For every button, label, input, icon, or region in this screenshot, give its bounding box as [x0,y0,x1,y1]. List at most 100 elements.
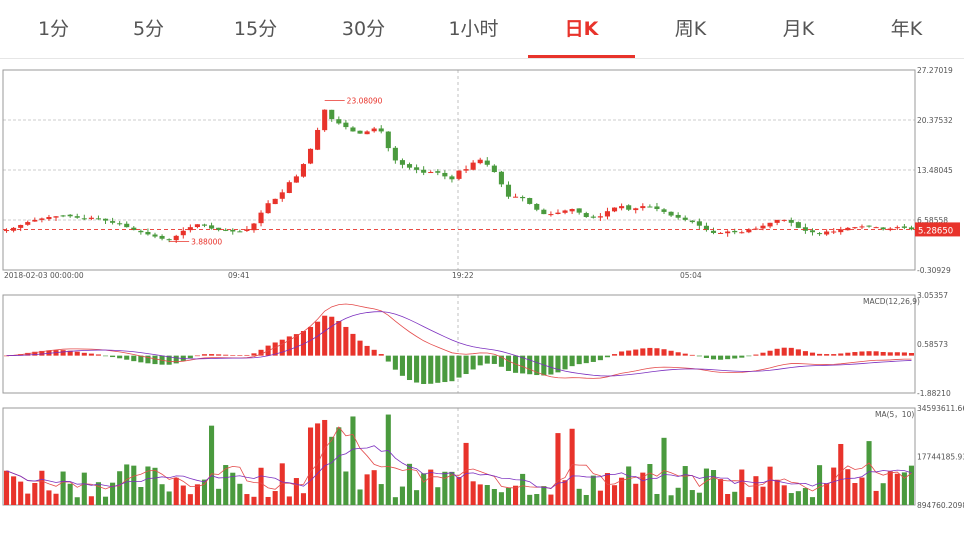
macd-histogram-bar [272,342,278,356]
price-candle [350,127,356,132]
tab-1min[interactable]: 1分 [37,18,70,40]
macd-histogram-bar [449,355,455,382]
price-candle [39,218,45,220]
price-axis-tick: 6.58558 [917,216,948,225]
price-candle [859,226,865,228]
price-candle [590,216,596,218]
price-candle [138,230,144,233]
macd-histogram-bar [845,352,851,356]
volume-bar [336,427,342,505]
volume-bar [477,484,483,505]
tab-monthly-k[interactable]: 月K [782,18,815,40]
volume-bar [718,479,724,505]
tab-daily-k[interactable]: 日K [528,0,635,58]
macd-histogram-bar [760,352,766,356]
macd-histogram-bar [753,354,759,356]
macd-histogram-bar [718,355,724,360]
volume-bar [209,425,215,505]
volume-bar [131,465,137,505]
price-candle [392,147,398,161]
tab-1hour[interactable]: 1小时 [448,18,499,40]
price-candle [336,119,342,124]
macd-histogram-bar [739,355,745,358]
low-price-label: 3.88000 [191,238,222,247]
volume-bar [760,486,766,505]
volume-bar [548,494,554,505]
price-candle [449,176,455,180]
macd-histogram-bar [67,350,73,356]
volume-bar [491,489,497,505]
volume-bar [414,490,420,505]
tab-15min[interactable]: 15分 [233,18,278,40]
volume-bar [25,493,31,505]
price-candle [145,231,151,235]
price-candle [329,109,335,120]
volume-bar [74,497,80,505]
price-candle [152,234,158,237]
macd-histogram-bar [307,326,314,356]
macd-histogram-bar [258,349,264,356]
price-candle [201,224,208,226]
price-candle [25,222,31,225]
volume-ma10-line [6,445,912,489]
macd-histogram-bar [809,352,816,356]
price-candle [725,231,731,234]
price-candle [272,198,278,205]
price-candle [562,210,568,213]
volume-bar [110,482,116,505]
price-candle [117,223,123,225]
price-candle [258,212,264,224]
volume-bar [95,482,101,505]
price-candle [223,229,229,231]
macd-histogram-bar [251,353,257,356]
tab-weekly-k[interactable]: 周K [674,18,707,40]
volume-bar [81,472,87,505]
kline-chart[interactable]: 27.27019 20.37532 13.48045 6.58558 -0.30929 5… [0,58,964,538]
volume-bar [102,496,109,505]
macd-histogram-bar [498,355,504,367]
price-candle [887,228,893,231]
macd-histogram-bar [322,315,328,356]
price-candle [357,130,363,134]
tab-30min[interactable]: 30分 [341,18,386,40]
macd-indicator-label: MACD(12,26,9) [863,297,920,306]
macd-axis-tick: 0.58573 [917,340,948,349]
tab-yearly-k[interactable]: 年K [890,18,923,40]
price-candle [230,229,236,232]
volume-bar [654,493,660,505]
volume-bar [725,494,731,505]
macd-histogram-bar [802,351,808,356]
volume-bar [894,473,900,505]
price-candle [463,169,469,171]
price-candle [286,182,292,193]
volume-bar [279,463,285,505]
price-candle [505,184,512,197]
macd-histogram-bar [604,355,611,358]
macd-histogram-bar [293,334,299,356]
macd-histogram-bar [463,355,469,375]
macd-histogram-bar [279,339,285,356]
price-candle [852,227,858,229]
panel-frame [2,294,916,394]
volume-bar [442,471,448,505]
tab-5min[interactable]: 5分 [132,18,165,40]
macd-histogram-bar [901,352,907,356]
macd-histogram-bar [131,355,137,362]
macd-histogram-bar [873,351,879,356]
volume-bar [774,479,780,505]
price-candle [378,128,384,132]
macd-histogram-bar [491,355,497,364]
macd-histogram-bar [392,355,398,370]
period-tab-bar: 1分 5分 15分 30分 1小时 日K 周K 月K 年K [0,0,964,59]
time-axis-tick: 09:41 [228,271,250,280]
volume-bar [852,483,858,505]
macd-histogram-bar [456,355,462,378]
price-candle [548,214,554,216]
price-candle [484,160,490,165]
price-candle [788,220,794,223]
volume-bar [576,488,582,505]
price-candle [32,219,38,222]
macd-histogram-bar [60,350,66,356]
volume-bar [428,469,434,505]
macd-histogram-bar [138,355,144,363]
